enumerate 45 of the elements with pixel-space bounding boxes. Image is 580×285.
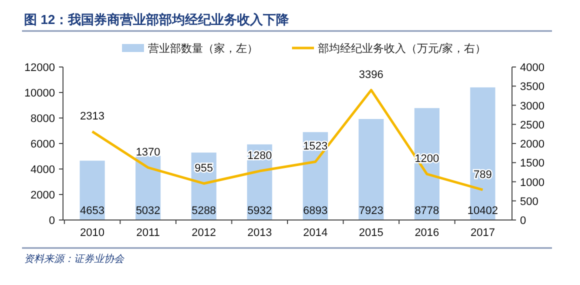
data-label: 5932 [247,205,272,217]
x-tick-label: 2011 [136,227,160,239]
y-tick-label: 2000 [30,190,55,202]
data-label: 1280 [247,150,272,162]
chart-title: 图 12：我国券商营业部部均经纪业务收入下降 [24,12,290,27]
data-label: 3396 [358,69,384,82]
y2-tick-label: 500 [520,196,538,208]
data-label: 4653 [80,205,105,217]
x-tick-label: 2010 [80,227,105,239]
bar [80,160,105,220]
y-tick-label: 0 [48,215,55,227]
x-tick-label: 2014 [303,227,328,239]
legend-label: 营业部数量（家，左） [148,42,258,55]
x-tick-label: 2013 [247,227,272,239]
data-label: 789 [474,168,492,181]
data-label: 1370 [136,146,160,159]
y-tick-label: 4000 [30,164,55,176]
data-label: 2313 [80,110,105,123]
y-tick-label: 8000 [30,113,55,125]
data-label: 5288 [192,205,216,217]
x-tick-label: 2016 [414,227,440,239]
y2-tick-label: 1000 [520,176,544,189]
data-label: 5032 [136,205,160,217]
y-tick-label: 12000 [24,62,55,74]
legend-label: 部均经纪业务收入（万元/家，右） [318,42,486,55]
x-tick-label: 2017 [470,227,495,239]
y2-tick-label: 0 [520,215,526,227]
x-tick-label: 2012 [192,227,216,239]
bar [470,87,496,220]
y2-tick-label: 2500 [520,119,544,132]
data-label: 955 [194,162,214,174]
y2-tick-label: 3000 [520,100,544,112]
y-tick-label: 6000 [30,138,55,150]
data-label: 8778 [414,205,440,217]
bar [358,118,384,220]
text: 资料来源：证券业协会 [24,253,125,265]
y2-tick-label: 2000 [520,138,544,150]
y2-tick-label: 4000 [520,62,544,74]
x-tick-label: 2015 [358,227,384,239]
data-label: 10402 [467,205,498,217]
y-tick-label: 10000 [24,88,55,100]
y2-tick-label: 1500 [520,158,544,170]
data-label: 6893 [303,205,328,217]
y2-tick-label: 3500 [520,81,544,94]
data-label: 7923 [358,205,384,217]
